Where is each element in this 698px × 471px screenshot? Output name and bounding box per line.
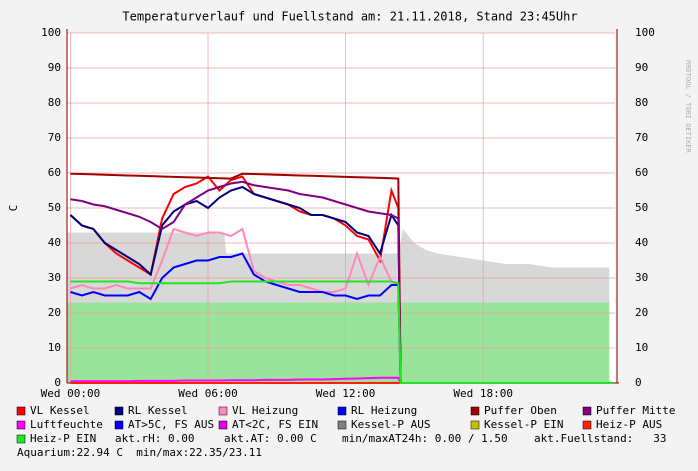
y-tick-label: 10: [48, 341, 61, 354]
legend-swatch: [16, 406, 26, 416]
y2-tick-label: 20: [635, 306, 648, 319]
note: akt.Fuellstand: 33: [534, 432, 666, 445]
legend-swatch: [337, 420, 347, 430]
y-tick-label: 70: [48, 131, 61, 144]
legend-swatch: [337, 406, 347, 416]
note: akt.AT: 0.00 C: [224, 432, 317, 445]
series-line: [70, 172, 614, 384]
series-line: [70, 280, 614, 384]
legend-label: Puffer Oben: [484, 404, 557, 417]
legend-swatch: [114, 420, 124, 430]
legend-swatch: [470, 420, 480, 430]
series-line: [70, 376, 614, 384]
x-tick-label: Wed 18:00: [453, 387, 513, 400]
legend-label: RL Kessel: [128, 404, 188, 417]
note: akt.rH: 0.00: [115, 432, 194, 445]
legend-label: RL Heizung: [351, 404, 417, 417]
x-tick-label: Wed 06:00: [178, 387, 238, 400]
series-line: [70, 227, 614, 384]
legend-label: Kessel-P AUS: [351, 418, 430, 431]
legend-label: Heiz-P AUS: [596, 418, 662, 431]
y-tick-label: 0: [54, 376, 61, 389]
y2-tick-label: 60: [635, 166, 648, 179]
legend-swatch: [470, 406, 480, 416]
legend-label: AT<2C, FS EIN: [232, 418, 318, 431]
y2-tick-label: 100: [635, 26, 655, 39]
y-tick-label: 100: [41, 26, 61, 39]
y2-tick-label: 50: [635, 201, 648, 214]
legend-label: VL Kessel: [30, 404, 90, 417]
legend-swatch: [114, 406, 124, 416]
y-tick-label: 90: [48, 61, 61, 74]
y-tick-label: 60: [48, 166, 61, 179]
y-axis-label: C: [7, 205, 20, 212]
y-tick-label: 20: [48, 306, 61, 319]
y2-tick-label: 70: [635, 131, 648, 144]
y2-tick-label: 80: [635, 96, 648, 109]
y-tick-label: 50: [48, 201, 61, 214]
series-line: [70, 252, 614, 384]
x-tick-label: Wed 12:00: [316, 387, 376, 400]
legend-label: Puffer Mitte: [596, 404, 675, 417]
area: [67, 302, 610, 383]
legend-label: Heiz-P EIN: [30, 432, 96, 445]
legend-swatch: [582, 406, 592, 416]
legend-label: AT>5C, FS AUS: [128, 418, 214, 431]
series-line: [69, 175, 614, 384]
legend-label: VL Heizung: [232, 404, 298, 417]
x-tick-label: Wed 00:00: [41, 387, 101, 400]
chart-title: Temperaturverlauf und Fuellstand am: 21.…: [122, 10, 577, 24]
legend-label: Kessel-P EIN: [484, 418, 563, 431]
watermark: RRDTOOL / TOBI OETIKER: [684, 60, 692, 154]
note: Aquarium:22.94 C min/max:22.35/23.11: [17, 446, 262, 459]
y2-tick-label: 30: [635, 271, 648, 284]
y2-tick-label: 0: [635, 376, 642, 389]
legend-swatch: [218, 406, 228, 416]
y-tick-label: 30: [48, 271, 61, 284]
note: min/maxAT24h: 0.00 / 1.50: [342, 432, 508, 445]
legend-swatch: [582, 420, 592, 430]
y2-tick-label: 10: [635, 341, 648, 354]
legend-swatch: [218, 420, 228, 430]
series-line: [70, 180, 614, 384]
y-tick-label: 80: [48, 96, 61, 109]
legend-swatch: [16, 420, 26, 430]
legend-label: Luftfeuchte: [30, 418, 103, 431]
series-line: [69, 185, 614, 384]
y2-tick-label: 40: [635, 236, 648, 249]
y2-tick-label: 90: [635, 61, 648, 74]
legend-swatch: [16, 434, 26, 444]
y-tick-label: 40: [48, 236, 61, 249]
